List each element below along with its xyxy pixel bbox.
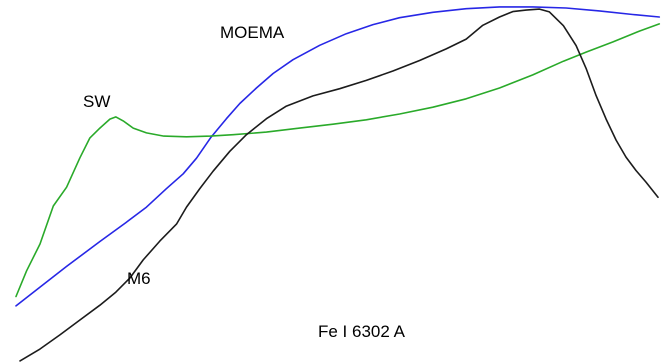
- series-label-m6: M6: [127, 269, 151, 288]
- series-label-sw: SW: [83, 92, 110, 111]
- spectral-line-annotation: Fe I 6302 A: [318, 322, 406, 341]
- series-label-moema: MOEMA: [220, 23, 285, 42]
- series-line-sw: [15, 23, 661, 298]
- series-line-m6: [19, 8, 659, 362]
- series-line-moema: [15, 6, 661, 307]
